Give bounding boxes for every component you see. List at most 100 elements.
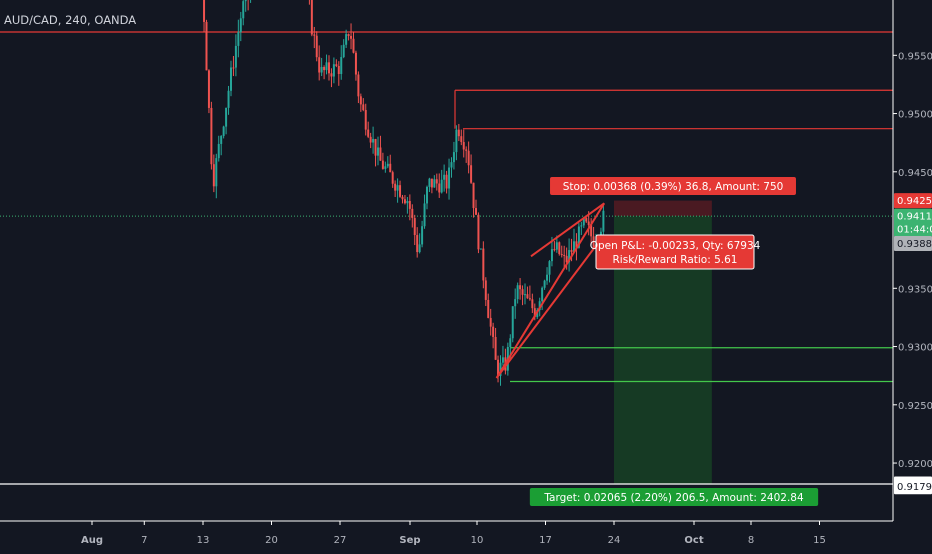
candle-body [528,298,531,300]
candle-body [462,142,465,150]
candle-body [323,67,326,71]
candle-body [541,287,544,302]
candle-body [472,182,475,209]
candle-body [516,285,519,300]
candle-body [460,136,463,143]
candle-body [565,255,568,263]
candle-body [330,73,333,77]
candle-body [335,64,338,66]
candle-body [592,236,595,248]
candle-body [445,174,448,189]
candle-body [359,96,362,105]
candle-body [234,45,237,68]
candle-body [465,149,468,151]
candle-body [408,201,411,209]
price-label-box [894,479,932,495]
horizontal-lines[interactable] [0,31,893,485]
time-axis[interactable]: Aug 7 13 20 27 Sep 10 17 24 Oct 8 15 [0,520,932,550]
candle-body [416,235,419,253]
candle-body [399,185,402,197]
wedge-pattern[interactable] [495,202,606,379]
candle-body [207,70,210,108]
candle-body [406,201,409,204]
candle-body [372,138,375,143]
candle-body [494,336,497,360]
candle-body [487,299,490,318]
candle-body [394,183,397,191]
time-tick-label: 7 [141,535,147,546]
time-tick-label: 10 [471,535,484,546]
candle-body [369,136,372,143]
candle-body [548,261,551,275]
candle-body [315,35,318,58]
time-axis-bg [0,521,932,550]
candle-body [438,183,441,193]
candle-body [450,162,453,168]
candle-body [526,294,529,299]
candle-body [435,179,438,184]
candle-body [558,242,561,255]
candle-body [467,150,470,166]
candle-body [384,166,387,169]
position-labels: Stop: 0.00368 (0.39%) 36.8, Amount: 750 O… [529,177,819,506]
candle-body [577,226,580,248]
target-label: Target: 0.02065 (2.20%) 206.5, Amount: 2… [543,492,804,504]
candle-body [440,179,443,193]
candle-body [602,210,605,232]
candle-body [345,34,348,45]
candle-body [519,285,522,290]
time-tick-label: 13 [197,535,210,546]
chart-title: AUD/CAD, 240, OANDA [4,13,136,27]
candle-body [389,163,392,173]
candle-body [210,107,213,165]
candle-body [237,32,240,46]
countdown-label: 01:44:09 [897,225,932,236]
candle-body [452,152,455,163]
candle-body [492,326,495,337]
candle-body [570,250,573,252]
candle-body [229,67,232,91]
candle-body [484,280,487,300]
candle-body [511,306,514,339]
candle-body [538,301,541,311]
candle-body [381,160,384,169]
candle-body [347,34,350,36]
candle-body [313,34,316,36]
candle-body [242,1,245,19]
candle-body [386,163,389,167]
candle-body [244,0,247,2]
candle-body [482,248,485,281]
candle-body [533,308,536,318]
stop-label-box [550,177,796,195]
candle-body [332,64,335,77]
risk-reward-label: Risk/Reward Ratio: 5.61 [613,254,738,266]
target-label-box [529,488,819,506]
time-tick-label: 20 [265,535,278,546]
wedge-upper-line [495,202,606,379]
candle-body [217,143,220,159]
candle-body [575,241,578,248]
time-tick-label: 24 [608,535,621,546]
candle-body [531,299,534,309]
candle-body [543,280,546,288]
candle-body [509,338,512,347]
candle-body [418,244,421,253]
candle-body [457,129,460,137]
candle-body [546,274,549,281]
time-tick-label: Aug [81,535,103,546]
candle-body [590,225,593,237]
candle-body [521,289,524,295]
candle-body [396,185,399,191]
price-label: 0.93885 [897,239,932,250]
candle-body [411,208,414,219]
candle-body [413,218,416,236]
candle-body [327,62,330,74]
price-label-box [894,193,932,209]
candle-body [479,248,482,250]
price-label-box [894,208,932,237]
